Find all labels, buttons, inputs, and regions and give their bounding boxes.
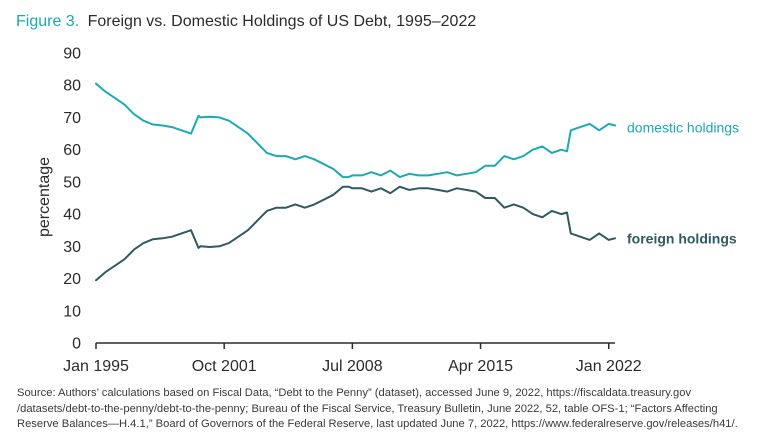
y-axis-label: percentage [36, 157, 53, 237]
y-tick-label: 80 [63, 78, 81, 95]
x-tick-label: Jan 2022 [576, 358, 642, 375]
series-line-foreign [95, 185, 616, 282]
y-tick-label: 10 [63, 303, 81, 320]
series-label-foreign: foreign holdings [627, 230, 737, 246]
x-tick-label: Jul 2008 [322, 358, 383, 375]
y-tick-label: 0 [72, 336, 81, 353]
series-line-domestic [95, 82, 616, 179]
y-tick-label: 90 [63, 46, 81, 63]
plot-area: domestic holdings foreign holdings [95, 82, 739, 282]
y-tick-label: 50 [63, 174, 81, 191]
y-tick-label: 70 [63, 110, 81, 127]
y-tick-label: 20 [63, 271, 81, 288]
series-label-domestic: domestic holdings [627, 120, 739, 136]
figure-title: Figure 3. Foreign vs. Domestic Holdings … [16, 13, 476, 30]
figure-label: Figure 3. [16, 13, 79, 30]
source-note: Source: Authors’ calculations based on F… [17, 387, 738, 430]
y-tick-label: 40 [63, 207, 81, 224]
chart: Figure 3. Foreign vs. Domestic Holdings … [16, 13, 739, 375]
y-axis: 0 10 20 30 40 50 60 70 80 90 [63, 46, 81, 353]
x-tick-label: Jan 1995 [63, 358, 129, 375]
x-tick-label: Oct 2001 [192, 358, 257, 375]
x-tick-label: Apr 2015 [448, 358, 513, 375]
x-axis: Jan 1995 Oct 2001 Jul 2008 Apr 2015 Jan 2022 [63, 343, 642, 375]
y-tick-label: 60 [63, 142, 81, 159]
figure-title-text: Foreign vs. Domestic Holdings of US Debt… [88, 13, 477, 30]
y-tick-label: 30 [63, 239, 81, 256]
